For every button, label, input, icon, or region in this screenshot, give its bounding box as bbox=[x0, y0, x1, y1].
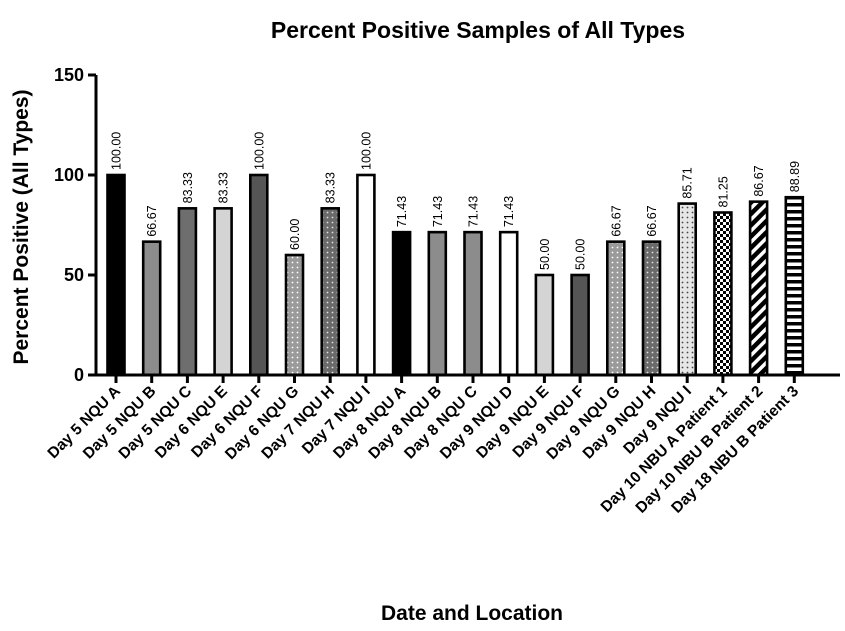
bar bbox=[570, 273, 590, 377]
bar bbox=[356, 173, 376, 377]
data-label: 50.00 bbox=[574, 239, 588, 270]
bar bbox=[784, 195, 805, 377]
bar bbox=[463, 230, 483, 377]
bar bbox=[641, 240, 662, 377]
bar bbox=[177, 207, 198, 377]
bar bbox=[534, 273, 555, 377]
y-tick-label: 50 bbox=[64, 265, 84, 285]
bar bbox=[605, 240, 626, 377]
bar bbox=[249, 173, 269, 377]
bar bbox=[213, 207, 233, 377]
y-axis: 0 50 100 150 bbox=[54, 65, 98, 385]
bar bbox=[427, 230, 448, 377]
bar bbox=[748, 200, 769, 377]
data-label: 100.00 bbox=[252, 132, 266, 170]
bar bbox=[141, 240, 162, 377]
data-label: 71.43 bbox=[467, 196, 481, 227]
bar bbox=[713, 211, 733, 377]
data-label: 83.33 bbox=[324, 172, 338, 203]
data-label: 50.00 bbox=[538, 239, 552, 270]
bar bbox=[320, 207, 341, 377]
bar bbox=[284, 253, 305, 377]
data-label: 100.00 bbox=[110, 132, 124, 170]
bar bbox=[677, 202, 698, 377]
data-label: 86.67 bbox=[752, 165, 766, 196]
y-tick-label: 100 bbox=[54, 165, 84, 185]
chart-title: Percent Positive Samples of All Types bbox=[271, 17, 685, 43]
bars-group: 100.00 66.67 83.33 83.33 100.00 60.00 83.33 100… bbox=[106, 132, 805, 377]
data-label: 83.33 bbox=[181, 172, 195, 203]
data-label: 71.43 bbox=[502, 196, 516, 227]
y-axis-title: Percent Positive (All Types) bbox=[10, 89, 33, 364]
y-tick-label: 0 bbox=[74, 365, 84, 385]
data-label: 88.89 bbox=[788, 161, 802, 192]
x-axis-title: Date and Location bbox=[381, 602, 563, 625]
data-label: 85.71 bbox=[681, 167, 695, 198]
data-label: 66.67 bbox=[609, 205, 623, 236]
data-label: 100.00 bbox=[359, 132, 373, 170]
data-label: 66.67 bbox=[645, 205, 659, 236]
data-label: 71.43 bbox=[395, 196, 409, 227]
bar bbox=[391, 230, 412, 377]
data-label: 83.33 bbox=[217, 172, 231, 203]
data-label: 66.67 bbox=[145, 205, 159, 236]
y-tick-label: 150 bbox=[54, 65, 84, 85]
data-label: 71.43 bbox=[431, 196, 445, 227]
data-label: 81.25 bbox=[716, 176, 730, 207]
bar bbox=[498, 230, 519, 377]
data-label: 60.00 bbox=[288, 219, 302, 250]
bar bbox=[106, 173, 126, 377]
